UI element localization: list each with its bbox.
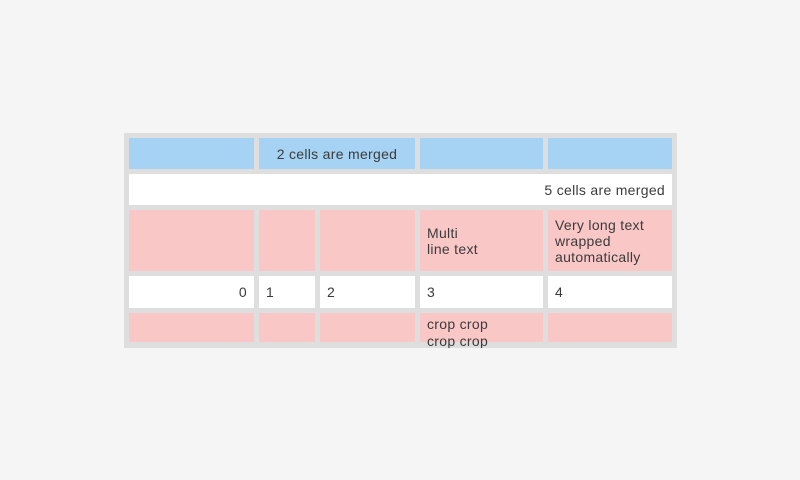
table-cell-r1c5[interactable] [548, 138, 672, 169]
table-cell-value-1[interactable]: 1 [259, 276, 315, 308]
table-row-values: 0 1 2 3 4 [129, 276, 672, 308]
table-row-pink: Multi line text Very long text wrapped a… [129, 210, 672, 271]
table-cell-multiline[interactable]: Multi line text [420, 210, 543, 271]
table-row-cropped: crop crop crop crop [129, 313, 672, 348]
table-cell-r1c1[interactable] [129, 138, 254, 169]
table-cell-r5c5[interactable] [548, 313, 672, 342]
table-cell-r5c2[interactable] [259, 313, 315, 342]
table-cell-value-3[interactable]: 3 [420, 276, 543, 308]
table-cell-r3c2[interactable] [259, 210, 315, 271]
table-cell-wrapped[interactable]: Very long text wrapped automatically [548, 210, 672, 271]
table-cell-r1c4[interactable] [420, 138, 543, 169]
table-cell-r3c1[interactable] [129, 210, 254, 271]
table-row-blue: 2 cells are merged [129, 138, 672, 169]
table-cell-value-4[interactable]: 4 [548, 276, 672, 308]
table-cell-value-2[interactable]: 2 [320, 276, 415, 308]
crop-text: crop crop crop crop [427, 316, 489, 348]
table-cell-r5c1[interactable] [129, 313, 254, 342]
table-widget[interactable]: 2 cells are merged 5 cells are merged Mu… [124, 133, 677, 348]
table-row-merged: 5 cells are merged [129, 174, 672, 205]
table-cell-value-0[interactable]: 0 [129, 276, 254, 308]
table-cell-r3c3[interactable] [320, 210, 415, 271]
table-cell-r5c3[interactable] [320, 313, 415, 342]
table-cell-merged-2[interactable]: 2 cells are merged [259, 138, 415, 169]
table-cell-merged-5[interactable]: 5 cells are merged [129, 174, 672, 205]
table-cell-crop[interactable]: crop crop crop crop [420, 313, 543, 348]
